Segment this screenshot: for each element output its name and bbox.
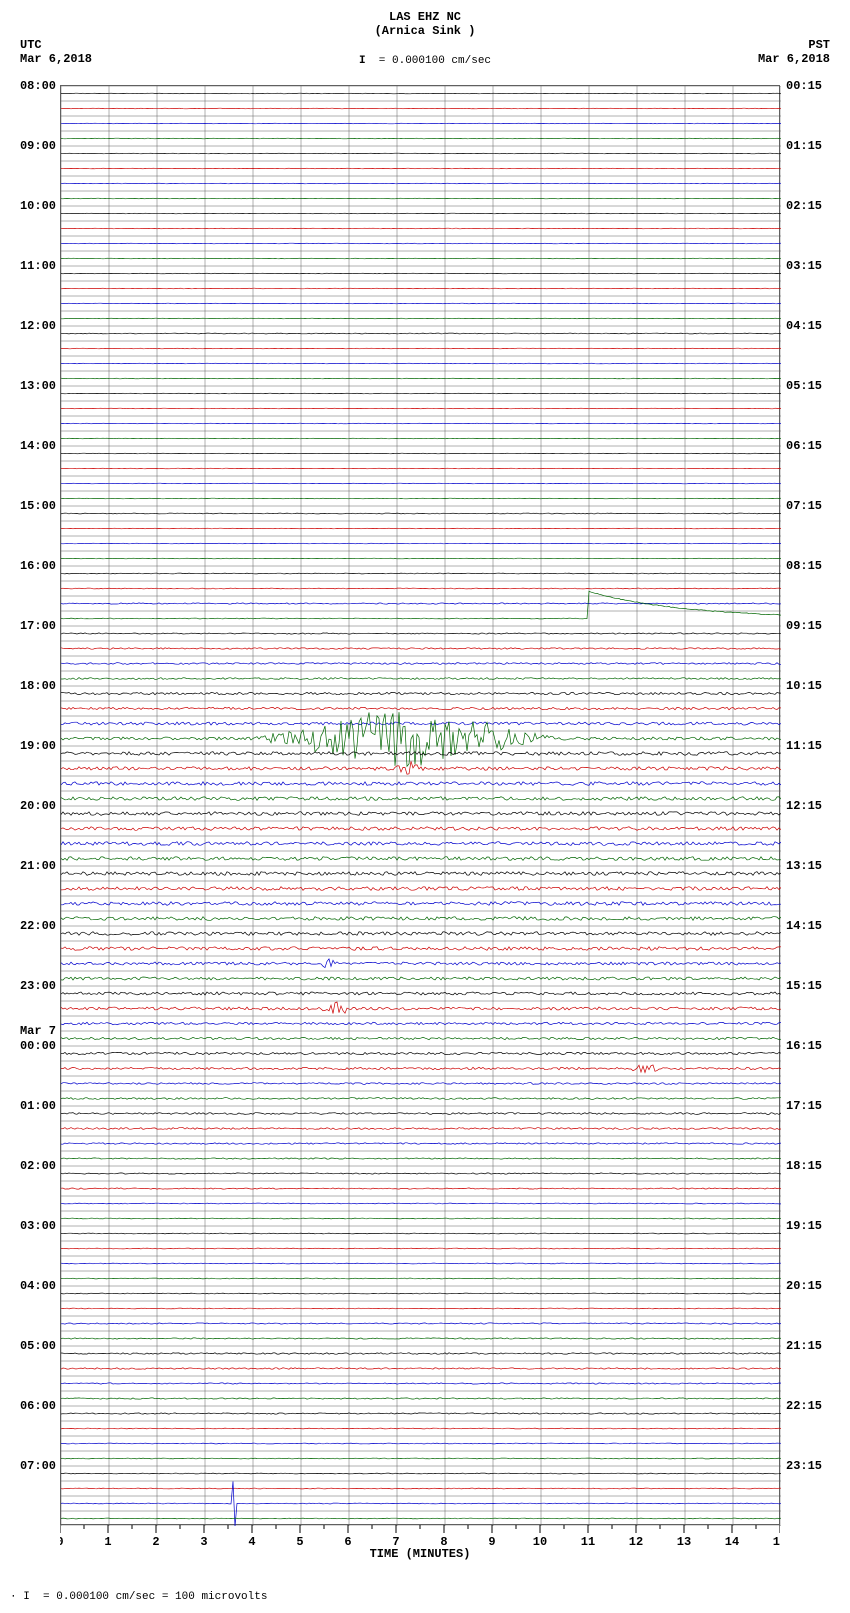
left-hour-label: 18:00 — [16, 679, 56, 693]
right-hour-label: 04:15 — [786, 319, 822, 333]
left-hour-label: Mar 7 — [16, 1024, 56, 1038]
right-hour-label: 00:15 — [786, 79, 822, 93]
right-hour-label: 03:15 — [786, 259, 822, 273]
left-hour-label: 00:00 — [16, 1039, 56, 1053]
left-hour-label: 02:00 — [16, 1159, 56, 1173]
seismogram-plot — [60, 85, 780, 1525]
scale-note: I = 0.000100 cm/sec — [359, 55, 491, 67]
left-hour-label: 13:00 — [16, 379, 56, 393]
left-hour-label: 17:00 — [16, 619, 56, 633]
right-hour-label: 06:15 — [786, 439, 822, 453]
left-hour-label: 21:00 — [16, 859, 56, 873]
left-hour-label: 19:00 — [16, 739, 56, 753]
station-code: LAS EHZ NC — [375, 10, 476, 24]
right-hour-label: 23:15 — [786, 1459, 822, 1473]
left-hour-label: 07:00 — [16, 1459, 56, 1473]
seismogram-page: LAS EHZ NC (Arnica Sink ) I = 0.000100 c… — [0, 0, 850, 1613]
left-hour-label: 14:00 — [16, 439, 56, 453]
left-hour-label: 23:00 — [16, 979, 56, 993]
right-hour-label: 19:15 — [786, 1219, 822, 1233]
left-date: Mar 6,2018 — [20, 52, 92, 66]
footer-scale: ∙ I = 0.000100 cm/sec = 100 microvolts — [10, 1591, 267, 1603]
svg-text:9: 9 — [488, 1535, 495, 1549]
right-hour-label: 14:15 — [786, 919, 822, 933]
scale-bar-icon: I — [359, 55, 372, 67]
right-hour-label: 13:15 — [786, 859, 822, 873]
station-name: (Arnica Sink ) — [375, 24, 476, 38]
x-axis: 0123456789101112131415 TIME (MINUTES) — [60, 1525, 780, 1565]
left-tz: UTC — [20, 38, 92, 52]
scale-value: = 0.000100 cm/sec — [379, 55, 491, 67]
left-hour-label: 22:00 — [16, 919, 56, 933]
svg-text:6: 6 — [344, 1535, 351, 1549]
right-hour-label: 18:15 — [786, 1159, 822, 1173]
left-hour-label: 20:00 — [16, 799, 56, 813]
left-hour-label: 06:00 — [16, 1399, 56, 1413]
right-hour-label: 16:15 — [786, 1039, 822, 1053]
svg-text:5: 5 — [296, 1535, 303, 1549]
left-hour-label: 08:00 — [16, 79, 56, 93]
right-hour-label: 05:15 — [786, 379, 822, 393]
right-hour-label: 02:15 — [786, 199, 822, 213]
right-hour-label: 20:15 — [786, 1279, 822, 1293]
svg-text:15: 15 — [773, 1535, 780, 1549]
svg-text:13: 13 — [677, 1535, 691, 1549]
svg-text:12: 12 — [629, 1535, 643, 1549]
left-hour-label: 04:00 — [16, 1279, 56, 1293]
right-hour-label: 09:15 — [786, 619, 822, 633]
left-hour-label: 10:00 — [16, 199, 56, 213]
right-date: Mar 6,2018 — [758, 52, 830, 66]
right-hour-label: 15:15 — [786, 979, 822, 993]
svg-text:10: 10 — [533, 1535, 547, 1549]
right-date-block: PST Mar 6,2018 — [758, 38, 830, 66]
right-tz: PST — [758, 38, 830, 52]
right-hour-label: 08:15 — [786, 559, 822, 573]
left-hour-label: 11:00 — [16, 259, 56, 273]
right-hour-label: 11:15 — [786, 739, 822, 753]
svg-text:0: 0 — [60, 1535, 64, 1549]
svg-text:11: 11 — [581, 1535, 595, 1549]
left-hour-label: 09:00 — [16, 139, 56, 153]
svg-text:4: 4 — [248, 1535, 255, 1549]
x-axis-label: TIME (MINUTES) — [370, 1547, 471, 1561]
footer-text: = 0.000100 cm/sec = 100 microvolts — [43, 1591, 267, 1603]
right-hour-label: 17:15 — [786, 1099, 822, 1113]
right-hour-label: 22:15 — [786, 1399, 822, 1413]
seismogram-svg — [61, 86, 781, 1526]
right-hour-label: 07:15 — [786, 499, 822, 513]
title-block: LAS EHZ NC (Arnica Sink ) — [375, 10, 476, 38]
right-hour-label: 10:15 — [786, 679, 822, 693]
left-hour-label: 01:00 — [16, 1099, 56, 1113]
left-hour-label: 16:00 — [16, 559, 56, 573]
left-hour-label: 05:00 — [16, 1339, 56, 1353]
svg-text:1: 1 — [104, 1535, 111, 1549]
svg-text:14: 14 — [725, 1535, 739, 1549]
right-hour-label: 12:15 — [786, 799, 822, 813]
footer-scale-icon: ∙ I — [10, 1591, 36, 1603]
left-date-block: UTC Mar 6,2018 — [20, 38, 92, 66]
header: LAS EHZ NC (Arnica Sink ) I = 0.000100 c… — [0, 10, 850, 75]
svg-text:2: 2 — [152, 1535, 159, 1549]
right-hour-label: 21:15 — [786, 1339, 822, 1353]
right-hour-label: 01:15 — [786, 139, 822, 153]
left-hour-label: 12:00 — [16, 319, 56, 333]
left-hour-label: 15:00 — [16, 499, 56, 513]
left-hour-label: 03:00 — [16, 1219, 56, 1233]
svg-text:3: 3 — [200, 1535, 207, 1549]
